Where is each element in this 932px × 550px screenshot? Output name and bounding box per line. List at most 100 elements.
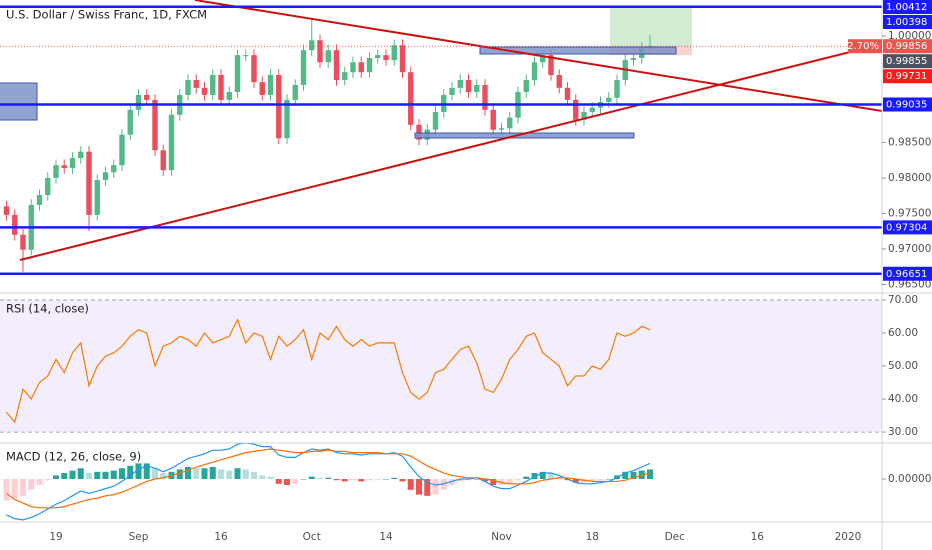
candle-body — [432, 111, 439, 130]
macd-histogram-bar — [548, 473, 554, 480]
x-tick-label: Nov — [491, 531, 512, 543]
x-tick-label: 19 — [49, 531, 62, 543]
macd-histogram-bar — [102, 471, 109, 480]
y-tick-label: 60.00 — [888, 327, 918, 339]
price-tag-bg — [883, 54, 932, 69]
macd-histogram-bar — [284, 479, 290, 486]
candle-body — [78, 151, 84, 159]
macd-histogram-bar — [69, 470, 76, 480]
axis-layer: 19 Sep 16 Oct 14 Nov 18 Dec 16 2020 1.00000 0.98500… — [49, 0, 932, 543]
macd-histogram-bar — [308, 476, 315, 480]
price-tag: 0.97304 — [886, 222, 927, 233]
candle-body — [391, 45, 397, 61]
price-tag: 0.99855 — [886, 56, 927, 67]
candle-body — [606, 97, 612, 103]
price-tag: 1.00398 — [886, 17, 927, 28]
candle-body — [589, 107, 595, 112]
macd-histogram-bar — [630, 471, 637, 480]
macd-histogram-bar — [218, 469, 224, 480]
macd-histogram-bar — [185, 467, 191, 480]
candle-body — [292, 84, 298, 100]
macd-histogram-bar — [135, 463, 142, 480]
time-axis-bg — [0, 522, 932, 550]
candle-body — [333, 50, 340, 81]
macd-histogram-bar — [267, 476, 274, 480]
macd-histogram-bar — [317, 477, 323, 480]
candle-body — [20, 234, 26, 250]
trend-line — [194, 0, 883, 112]
x-tick-label: Sep — [129, 531, 149, 543]
macd-histogram-bar — [20, 479, 26, 496]
y-tick-label: 0.97000 — [888, 243, 931, 255]
range-box — [479, 46, 677, 55]
candle-body — [581, 111, 587, 120]
macd-histogram-bar — [515, 479, 521, 481]
x-tick-label: 16 — [214, 531, 228, 543]
x-tick-label: Oct — [303, 531, 321, 543]
candle-body — [111, 165, 117, 173]
macd-histogram-bar — [226, 470, 233, 480]
macd-histogram-bar — [432, 479, 439, 495]
price-tag-bg — [883, 39, 932, 54]
macd-histogram-bar — [473, 479, 480, 480]
candle-body — [69, 158, 76, 169]
candle-body — [102, 172, 109, 181]
candle-body — [548, 55, 554, 76]
macd-histogram-bar — [482, 479, 488, 482]
candle-body — [210, 75, 216, 95]
candle-body — [119, 134, 125, 166]
macd-histogram-bar — [597, 479, 604, 481]
macd-histogram-bar — [383, 479, 389, 480]
candle-body — [168, 114, 175, 171]
macd-histogram-bar — [3, 479, 10, 501]
macd-histogram-bar — [176, 469, 183, 480]
macd-histogram-bar — [53, 475, 59, 480]
x-tick-label: Dec — [665, 531, 686, 543]
candle-body — [325, 50, 331, 63]
candle-body — [86, 151, 92, 215]
macd-histogram-bar — [11, 479, 18, 499]
macd-histogram-bar — [119, 468, 125, 480]
macd-histogram-bar — [416, 479, 422, 495]
back-layer — [0, 6, 882, 433]
price-tag-bg — [883, 0, 932, 14]
macd-histogram-bar — [234, 468, 241, 480]
macd-histogram-bar — [622, 471, 629, 480]
macd-histogram-bar — [242, 469, 249, 480]
candle-body — [399, 45, 406, 73]
macd-histogram-bar — [358, 479, 365, 482]
candle-body — [564, 87, 571, 100]
candle-body — [300, 50, 307, 85]
candle-body — [573, 99, 579, 120]
price-tag: 0.96651 — [886, 269, 927, 280]
candle-body — [267, 75, 274, 95]
x-tick-label: 18 — [586, 531, 599, 543]
candle-body — [61, 165, 67, 169]
candle-body — [226, 92, 232, 100]
price-tag-bg — [883, 220, 932, 235]
y-tick-label: 0.98500 — [888, 136, 931, 148]
candle-body — [614, 80, 620, 98]
y-tick-label: 0.96500 — [888, 278, 931, 290]
macd-histogram-bar — [160, 473, 167, 480]
macd-histogram-bar — [94, 471, 101, 480]
position-target — [610, 6, 692, 47]
macd-histogram-bar — [143, 463, 150, 480]
macd-histogram-bar — [201, 468, 208, 480]
candle-body — [630, 58, 637, 61]
candle-body — [556, 75, 562, 88]
candle-body — [366, 58, 373, 73]
candle-body — [36, 195, 43, 205]
candle-body — [531, 62, 538, 81]
candle-body — [144, 94, 150, 100]
x-tick-label: 14 — [379, 531, 393, 543]
candle-body — [523, 80, 529, 93]
macd-histogram-bar — [366, 479, 373, 481]
candle-body — [408, 72, 414, 125]
macd-histogram-bar — [647, 469, 653, 480]
candle-body — [540, 55, 546, 63]
candle-body — [309, 40, 315, 51]
y-tick-label: 50.00 — [888, 360, 918, 372]
macd-histogram-bar — [605, 479, 612, 480]
change-tag-bg — [848, 39, 882, 54]
